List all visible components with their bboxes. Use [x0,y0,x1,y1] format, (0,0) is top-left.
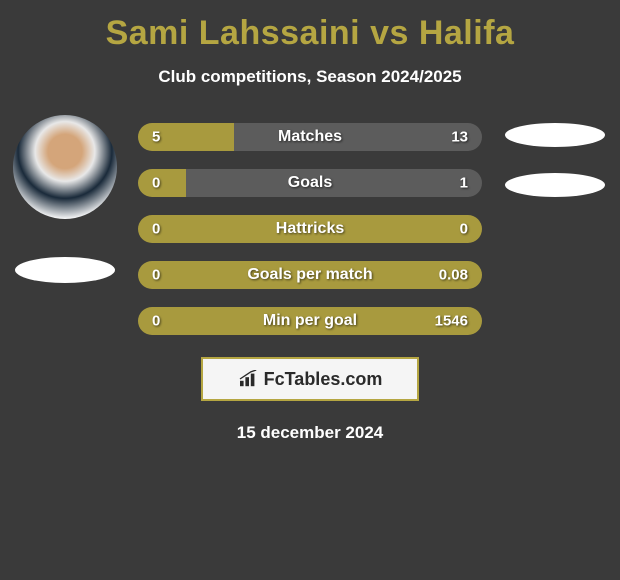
bar-right-fill [186,169,482,197]
footer: FcTables.com 15 december 2024 [201,357,419,443]
stat-bar-min-per-goal: 0 1546 Min per goal [138,307,482,335]
stat-right-value: 1546 [435,313,468,330]
player1-column [10,115,120,283]
stat-bar-matches: 5 13 Matches [138,123,482,151]
stat-label: Goals [288,174,332,192]
stat-label: Goals per match [247,266,372,284]
player1-avatar [13,115,117,219]
player2-flag-2 [505,173,605,197]
bar-right-fill [234,123,482,151]
stat-label: Hattricks [276,220,344,238]
stat-bar-goals-per-match: 0 0.08 Goals per match [138,261,482,289]
stat-bar-hattricks: 0 0 Hattricks [138,215,482,243]
chart-icon [238,370,260,388]
brand-label: FcTables.com [264,369,383,390]
bar-left-fill [138,169,186,197]
subtitle: Club competitions, Season 2024/2025 [158,67,461,87]
brand-box[interactable]: FcTables.com [201,357,419,401]
stat-left-value: 0 [152,313,160,330]
stat-right-value: 0.08 [439,267,468,284]
page-title: Sami Lahssaini vs Halifa [106,14,515,53]
stats-column: 5 13 Matches 0 1 Goals 0 0 Hattricks 0 0.08 Goals p… [138,123,482,335]
stat-bar-goals: 0 1 Goals [138,169,482,197]
stat-left-value: 5 [152,129,160,146]
player2-column [500,123,610,197]
stat-label: Min per goal [263,312,357,330]
stat-left-value: 0 [152,221,160,238]
date-label: 15 december 2024 [237,423,384,443]
stat-right-value: 13 [451,129,468,146]
stat-right-value: 0 [460,221,468,238]
stat-left-value: 0 [152,267,160,284]
content-row: 5 13 Matches 0 1 Goals 0 0 Hattricks 0 0.08 Goals p… [0,115,620,335]
stat-label: Matches [278,128,342,146]
player1-flag [15,257,115,283]
comparison-container: Sami Lahssaini vs Halifa Club competitio… [0,0,620,453]
stat-left-value: 0 [152,175,160,192]
player2-flag-1 [505,123,605,147]
stat-right-value: 1 [460,175,468,192]
